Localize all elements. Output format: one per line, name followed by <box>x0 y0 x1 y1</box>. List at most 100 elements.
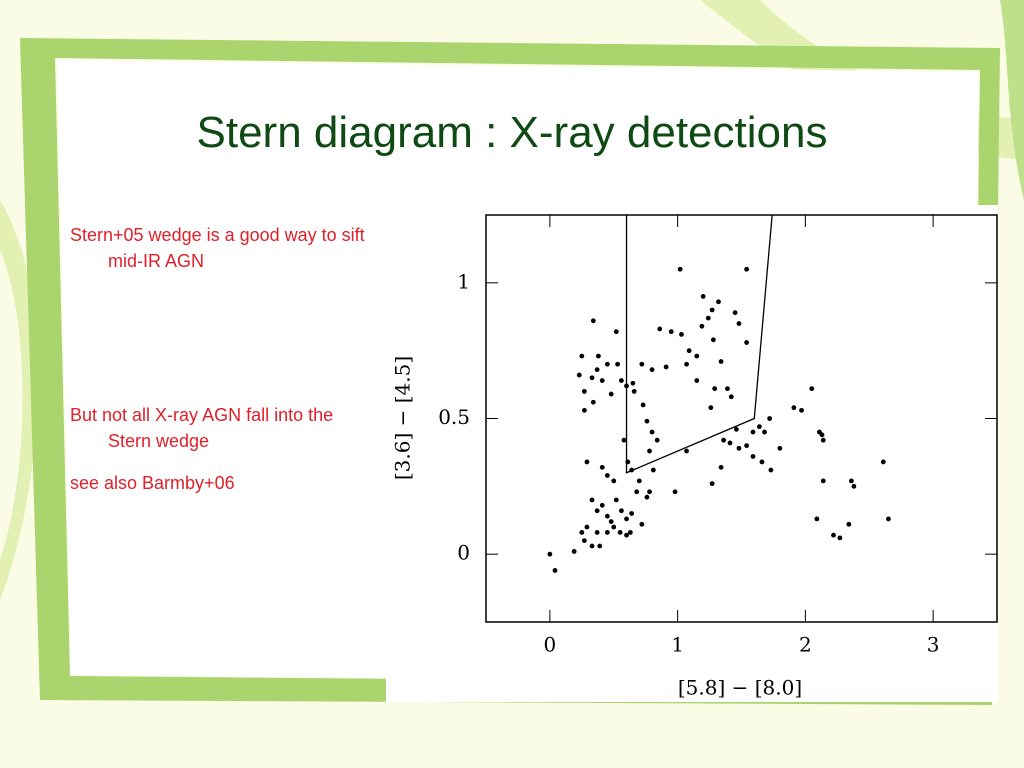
point <box>649 429 655 435</box>
point <box>594 367 600 373</box>
point <box>716 299 721 305</box>
point <box>617 530 623 535</box>
point <box>679 331 684 337</box>
point <box>732 310 738 316</box>
point <box>604 513 610 519</box>
point <box>736 321 742 326</box>
point <box>613 329 619 335</box>
point <box>814 516 820 522</box>
point <box>736 445 742 451</box>
point <box>589 497 595 503</box>
point <box>762 429 767 435</box>
point <box>571 549 577 554</box>
point <box>820 478 826 484</box>
point <box>728 394 734 400</box>
point <box>886 516 891 522</box>
point <box>819 432 825 438</box>
point <box>777 445 783 451</box>
y-tick-label: 1 <box>457 269 470 293</box>
point <box>699 323 705 329</box>
point <box>708 405 714 411</box>
point <box>677 266 683 272</box>
point <box>880 459 886 465</box>
point <box>604 361 610 367</box>
point <box>744 443 750 449</box>
point <box>672 489 678 495</box>
point <box>712 386 718 392</box>
point <box>621 437 627 443</box>
point <box>615 361 620 367</box>
point <box>589 375 595 381</box>
point <box>851 483 857 489</box>
point <box>590 399 596 405</box>
point <box>767 416 773 421</box>
point <box>721 437 727 443</box>
point <box>552 568 558 573</box>
point <box>599 502 605 508</box>
point <box>590 318 596 324</box>
y-tick-label: 0 <box>457 541 470 565</box>
point <box>649 367 655 373</box>
point <box>709 307 715 313</box>
note: But not all X-ray AGN fall into the Ster… <box>70 405 334 451</box>
point <box>594 508 600 514</box>
point <box>727 440 733 446</box>
x-tick-label: 0 <box>544 633 557 657</box>
point <box>654 437 660 443</box>
point <box>581 388 587 394</box>
point <box>619 378 624 383</box>
point <box>744 266 750 272</box>
point <box>700 294 706 299</box>
point <box>647 489 652 495</box>
point <box>597 543 603 549</box>
point <box>710 337 716 343</box>
point <box>634 489 640 495</box>
slide-title: Stern diagram : X-ray detections <box>196 108 828 157</box>
point <box>640 402 646 408</box>
point <box>644 418 650 424</box>
point <box>579 353 585 359</box>
point <box>599 378 605 383</box>
point <box>694 353 700 359</box>
point <box>636 478 642 484</box>
point <box>831 532 836 538</box>
note: Stern+05 wedge is a good way to sift mid… <box>70 225 365 271</box>
point <box>705 315 711 321</box>
point <box>759 459 765 465</box>
x-axis-label: [5.8] − [8.0] <box>678 676 802 700</box>
point <box>627 530 633 535</box>
y-axis-label: [3.6] − [4.5] <box>391 356 415 480</box>
point <box>709 481 715 487</box>
point <box>624 532 629 538</box>
point <box>686 348 692 354</box>
point <box>624 383 629 389</box>
y-tick-label: 0.5 <box>438 405 470 429</box>
decor <box>1000 0 1024 200</box>
point <box>624 516 629 522</box>
point <box>639 361 645 367</box>
point <box>644 494 650 500</box>
point <box>744 340 750 345</box>
point <box>718 359 724 364</box>
point <box>584 524 590 530</box>
point <box>604 530 610 535</box>
point <box>684 361 689 367</box>
point <box>809 386 815 392</box>
point <box>625 459 631 465</box>
point <box>619 508 624 514</box>
point <box>581 538 587 543</box>
point <box>608 391 614 397</box>
point <box>613 497 619 503</box>
point <box>584 459 590 465</box>
point <box>768 467 774 473</box>
point <box>846 521 852 527</box>
point <box>848 478 854 484</box>
point <box>694 378 700 383</box>
point <box>639 521 645 527</box>
point <box>629 467 635 473</box>
x-tick-label: 2 <box>799 633 812 657</box>
x-tick-label: 3 <box>927 633 940 657</box>
point <box>599 464 605 470</box>
